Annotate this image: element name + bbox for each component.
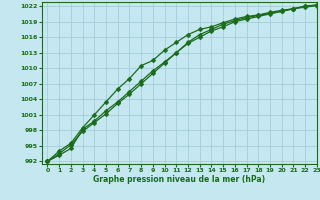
X-axis label: Graphe pression niveau de la mer (hPa): Graphe pression niveau de la mer (hPa) <box>93 175 265 184</box>
